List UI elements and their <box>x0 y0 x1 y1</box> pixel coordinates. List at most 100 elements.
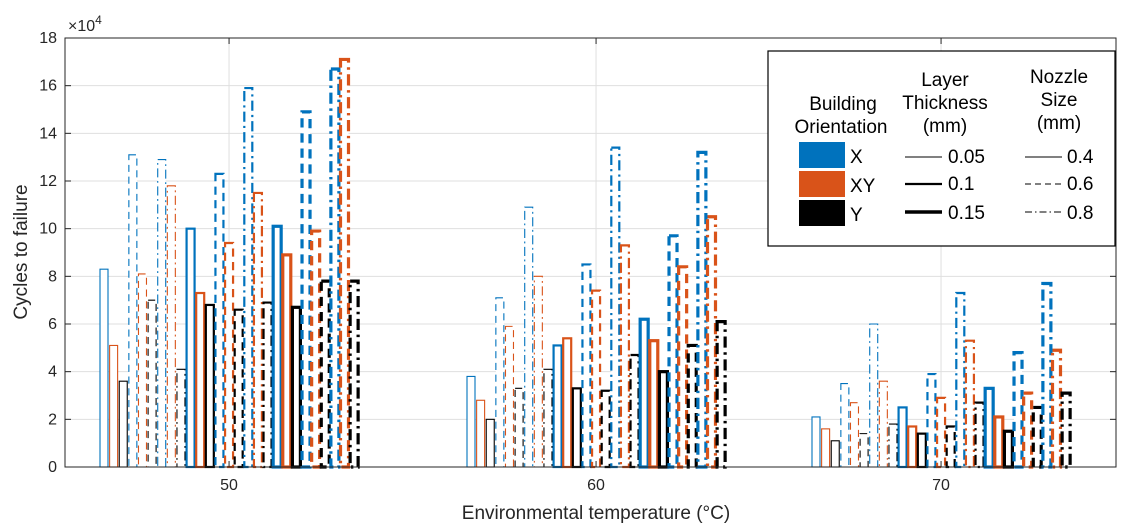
bar-xy-t0.1-n0.4-cat70 <box>907 425 918 469</box>
bar-y-t0.15-n0.4-cat50 <box>290 305 302 469</box>
bar-xy-t0.15-n0.4-cat70 <box>993 415 1005 469</box>
bar-x-t0.1-n0.4-cat50 <box>185 227 196 469</box>
bar-xy-t0.05-n0.8-cat50 <box>166 185 176 468</box>
bar-y-t0.1-n0.6-cat60 <box>600 389 611 469</box>
bar-xy-t0.05-n0.6-cat70 <box>849 402 860 468</box>
x-tick-label: 60 <box>587 477 605 494</box>
legend-label-nozzle-08: 0.8 <box>1067 203 1093 224</box>
bar-y-t0.15-n0.4-cat60 <box>657 370 670 469</box>
legend-swatch-x <box>799 142 845 168</box>
bar-x-t0.15-n0.8-cat50 <box>329 67 341 469</box>
bar-y-t0.15-n0.6-cat70 <box>1031 405 1043 469</box>
legend-title-thickness-2: Thickness <box>902 93 988 114</box>
bar-xy-t0.05-n0.4-cat60 <box>476 399 486 468</box>
bar-xy-t0.15-n0.8-cat70 <box>1050 348 1063 469</box>
bar-x-t0.05-n0.4-cat70 <box>811 416 821 468</box>
bar-y-t0.1-n0.8-cat70 <box>974 401 985 469</box>
bar-y-t0.05-n0.8-cat70 <box>888 423 898 468</box>
bar-y-t0.05-n0.8-cat50 <box>176 368 186 468</box>
legend-label-nozzle-04: 0.4 <box>1067 147 1094 168</box>
bar-y-t0.05-n0.6-cat60 <box>514 387 524 468</box>
bar-xy-t0.05-n0.4-cat70 <box>821 428 831 468</box>
y-tick-label: 14 <box>39 125 57 142</box>
bar-xy-t0.15-n0.6-cat50 <box>310 229 322 469</box>
bar-x-t0.15-n0.4-cat60 <box>638 317 650 469</box>
bar-xy-t0.15-n0.8-cat60 <box>705 215 718 469</box>
bar-xy-t0.05-n0.4-cat50 <box>109 344 119 468</box>
bar-y-t0.15-n0.6-cat60 <box>686 343 698 469</box>
bar-x-t0.05-n0.6-cat60 <box>495 297 505 468</box>
legend-label-thickness-015: 0.15 <box>948 203 985 224</box>
bar-xy-t0.15-n0.4-cat50 <box>281 253 293 469</box>
bar-y-t0.05-n0.6-cat70 <box>859 433 869 468</box>
y-axis-label: Cycles to failure <box>11 184 32 319</box>
bars <box>99 57 1072 469</box>
y-tick-label: 18 <box>39 30 57 47</box>
legend-swatch-xy <box>799 171 845 197</box>
bar-x-t0.05-n0.6-cat70 <box>840 383 850 468</box>
bar-x-t0.1-n0.6-cat60 <box>581 263 592 469</box>
legend-title-orientation-2: Orientation <box>795 117 888 138</box>
bar-xy-t0.1-n0.6-cat70 <box>935 396 947 469</box>
bar-x-t0.15-n0.6-cat60 <box>667 234 679 469</box>
legend-label-thickness-01: 0.1 <box>948 174 974 195</box>
bar-x-t0.15-n0.8-cat60 <box>696 150 708 469</box>
legend-title-nozzle-1: Nozzle <box>1030 67 1088 88</box>
bar-y-t0.1-n0.8-cat60 <box>629 353 640 469</box>
legend-label-thickness-005: 0.05 <box>948 147 985 168</box>
bar-xy-t0.05-n0.6-cat60 <box>504 325 515 468</box>
bar-x-t0.1-n0.4-cat70 <box>897 406 908 469</box>
legend: Building Orientation Layer Thickness (mm… <box>767 50 1116 247</box>
ticks: 0 2 4 6 8 10 12 14 16 18 50 60 70 <box>39 30 1116 494</box>
bar-y-t0.1-n0.8-cat50 <box>262 301 273 469</box>
bar-x-t0.1-n0.6-cat70 <box>926 372 937 469</box>
bar-xy-t0.1-n0.6-cat50 <box>223 241 235 469</box>
bar-xy-t0.1-n0.6-cat60 <box>590 289 602 469</box>
x-tick-label: 70 <box>932 477 950 494</box>
y-tick-label: 16 <box>39 78 57 95</box>
bar-xy-t0.1-n0.8-cat60 <box>619 244 631 469</box>
bar-y-t0.1-n0.6-cat50 <box>233 308 244 469</box>
legend-label-x: X <box>850 147 863 168</box>
x-tick-label: 50 <box>220 477 238 494</box>
bar-x-t0.05-n0.6-cat50 <box>128 154 138 468</box>
bar-y-t0.05-n0.4-cat70 <box>830 440 840 468</box>
bar-xy-t0.15-n0.8-cat50 <box>338 57 351 469</box>
bar-x-t0.1-n0.8-cat50 <box>243 86 254 469</box>
y-tick-label: 4 <box>48 364 57 381</box>
y-tick-label: 12 <box>39 173 57 190</box>
y-tick-label: 6 <box>48 316 57 333</box>
bar-y-t0.15-n0.8-cat70 <box>1060 391 1072 469</box>
bar-xy-t0.15-n0.4-cat60 <box>648 339 660 469</box>
y-tick-label: 0 <box>48 459 57 476</box>
y-tick-label: 2 <box>48 411 57 428</box>
bar-y-t0.15-n0.8-cat60 <box>715 320 727 469</box>
bar-x-t0.05-n0.8-cat70 <box>869 323 879 468</box>
y-tick-label: 8 <box>48 268 57 285</box>
bar-xy-t0.15-n0.6-cat70 <box>1022 391 1034 469</box>
bar-y-t0.05-n0.4-cat50 <box>118 380 128 468</box>
y-tick-label: 10 <box>39 221 57 238</box>
bar-x-t0.1-n0.4-cat60 <box>552 344 563 469</box>
bar-y-t0.15-n0.6-cat50 <box>319 279 331 469</box>
bar-xy-t0.1-n0.4-cat60 <box>562 337 573 469</box>
bar-xy-t0.15-n0.6-cat60 <box>677 265 689 469</box>
legend-label-y: Y <box>850 205 863 226</box>
bar-xy-t0.05-n0.8-cat70 <box>878 380 888 468</box>
bar-y-t0.15-n0.4-cat70 <box>1002 429 1015 469</box>
bar-x-t0.05-n0.8-cat50 <box>157 159 167 468</box>
legend-title-nozzle-2: Size <box>1041 90 1078 111</box>
bar-y-t0.05-n0.8-cat60 <box>543 368 553 468</box>
bar-xy-t0.05-n0.6-cat50 <box>137 273 148 468</box>
bar-y-t0.1-n0.4-cat50 <box>204 303 215 469</box>
bar-x-t0.1-n0.6-cat50 <box>214 172 225 469</box>
bar-x-t0.1-n0.8-cat60 <box>610 146 621 469</box>
bar-y-t0.05-n0.6-cat50 <box>147 299 157 468</box>
legend-title-thickness-1: Layer <box>921 70 969 91</box>
bar-x-t0.15-n0.4-cat70 <box>983 386 995 469</box>
bar-y-t0.05-n0.4-cat60 <box>485 418 495 468</box>
x-axis-label: Environmental temperature (°C) <box>462 503 730 524</box>
bar-y-t0.1-n0.6-cat70 <box>945 425 956 469</box>
legend-title-orientation-1: Building <box>809 94 877 115</box>
